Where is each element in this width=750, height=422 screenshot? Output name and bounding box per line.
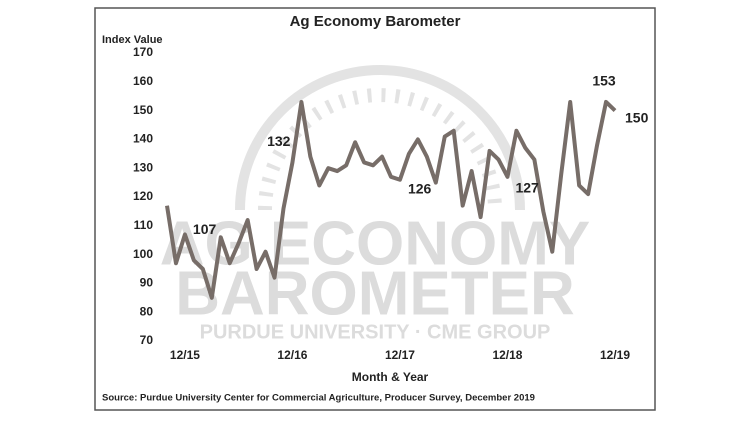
y-tick-label: 80 [140, 304, 154, 318]
data-label: 127 [515, 180, 539, 196]
watermark: BAROMETER [175, 259, 575, 328]
data-line [165, 99, 617, 300]
data-label: 153 [592, 73, 616, 89]
y-tick-label: 110 [134, 218, 154, 232]
data-label: 126 [408, 180, 432, 196]
gauge-decoration [235, 65, 525, 211]
y-tick-label: 170 [133, 45, 153, 59]
watermark: PURDUE UNIVERSITY · CME GROUP [200, 321, 551, 343]
y-tick-label: 150 [133, 103, 153, 117]
y-tick-label: 140 [133, 132, 153, 146]
source: Source: Purdue University Center for Com… [102, 393, 535, 404]
x-tick-label: 12/15 [170, 348, 200, 362]
y-tick-label: 70 [140, 333, 154, 347]
y-tick-label: 130 [133, 160, 153, 174]
y-tick-label: 160 [133, 74, 153, 88]
y-axis-label: Index Value [102, 34, 163, 46]
data-label: 150 [625, 109, 649, 125]
y-tick-label: 100 [133, 247, 153, 261]
x-axis-label: Month & Year [352, 370, 429, 384]
y-tick-label: 120 [133, 189, 153, 203]
x-tick-label: 12/19 [600, 348, 630, 362]
x-tick-label: 12/16 [277, 348, 307, 362]
x-tick-label: 12/17 [385, 348, 415, 362]
data-label: 107 [193, 221, 217, 237]
x-tick-label: 12/18 [492, 348, 522, 362]
data-label: 132 [267, 133, 291, 149]
chart-title: Ag Economy Barometer [290, 13, 461, 30]
watermark: AG ECONOMY [160, 209, 591, 278]
y-tick-label: 90 [140, 276, 154, 290]
